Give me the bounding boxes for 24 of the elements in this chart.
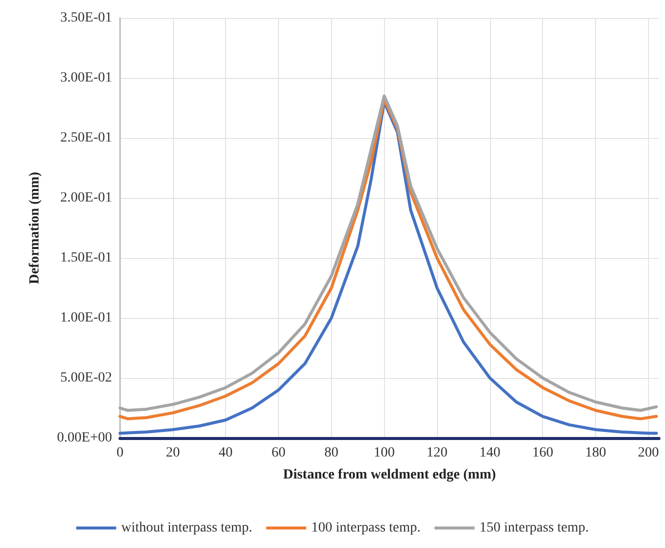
x-tick-label: 20 [166, 446, 180, 460]
legend-label: 150 interpass temp. [480, 520, 589, 536]
y-tick-label: 3.50E-01 [60, 10, 112, 26]
x-tick-label: 140 [479, 446, 500, 460]
x-tick-label: 0 [116, 446, 124, 460]
x-tick-label: 80 [324, 446, 338, 460]
x-tick-label: 40 [218, 446, 233, 460]
y-tick-label: 2.50E-01 [60, 130, 112, 146]
x-tick-label: 180 [585, 446, 606, 460]
y-tick-label: 5.00E-02 [60, 370, 112, 386]
y-axis-title: Deformation (mm) [28, 171, 42, 284]
legend-label: 100 interpass temp. [311, 520, 421, 536]
legend-label: without interpass temp. [121, 520, 252, 536]
x-tick-label: 120 [426, 446, 448, 460]
x-tick-label: 100 [374, 446, 395, 460]
x-axis-title: Distance from weldment edge (mm) [283, 468, 496, 482]
x-tick-label: 160 [532, 446, 554, 460]
y-tick-label: 2.00E-01 [60, 190, 112, 206]
y-tick-label: 1.50E-01 [60, 250, 112, 266]
x-tick-label: 60 [272, 446, 286, 460]
y-tick-label: 3.00E-01 [60, 70, 112, 86]
x-tick-label: 200 [638, 446, 659, 460]
y-tick-label: 1.00E-01 [60, 310, 112, 326]
y-tick-label: 0.00E+00 [57, 430, 112, 446]
